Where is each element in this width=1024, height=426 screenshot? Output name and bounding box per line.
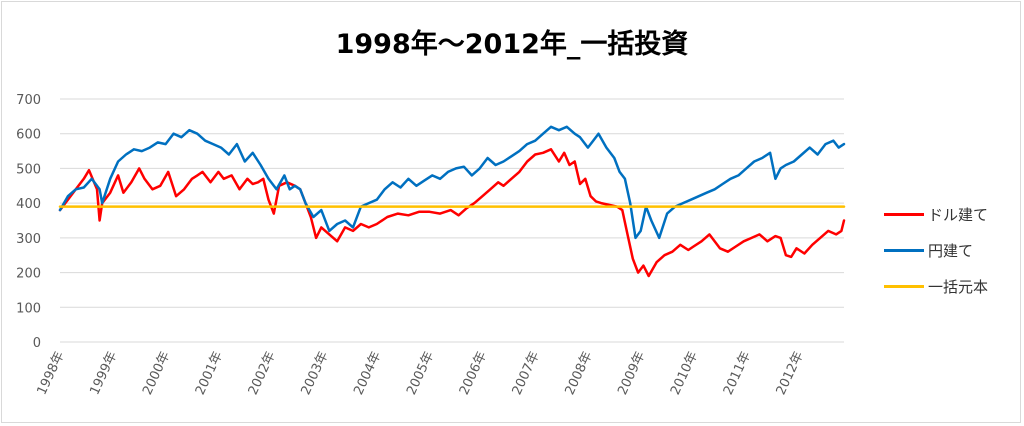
- legend-label-principal: 一括元本: [928, 277, 989, 296]
- y-tick-label: 300: [16, 232, 41, 247]
- x-tick-label: 2007年: [510, 349, 543, 397]
- x-tick-label: 2000年: [140, 349, 173, 397]
- y-tick-label: 700: [16, 93, 41, 108]
- x-tick-label: 2012年: [774, 349, 807, 397]
- legend-swatch-principal: [884, 284, 924, 288]
- series-line-dollar: [58, 148, 846, 278]
- y-tick-label: 400: [16, 197, 41, 212]
- chart-title: 1998年～2012年_一括投資: [335, 29, 689, 60]
- x-tick-label: 2005年: [404, 349, 437, 397]
- x-tick-label: 1998年: [35, 349, 68, 397]
- legend-item-dollar: ドル建て: [884, 204, 988, 224]
- x-tick-label: 2008年: [562, 349, 595, 397]
- x-tick-label: 2003年: [299, 349, 332, 397]
- x-tick-label: 2009年: [615, 349, 648, 397]
- x-tick-label: 2004年: [351, 349, 384, 397]
- x-tick-label: 2010年: [668, 349, 701, 397]
- x-tick-label: 2011年: [721, 349, 754, 397]
- y-tick-label: 200: [16, 267, 41, 282]
- y-tick-label: 0: [33, 336, 41, 351]
- y-tick-label: 100: [16, 301, 41, 316]
- x-tick-label: 1999年: [87, 349, 120, 397]
- x-tick-label: 2002年: [246, 349, 279, 397]
- legend-swatch-dollar: [884, 212, 924, 216]
- x-tick-label: 2001年: [193, 349, 226, 397]
- legend-label-dollar: ドル建て: [928, 205, 989, 224]
- x-tick-label: 2006年: [457, 349, 490, 397]
- legend-item-principal: 一括元本: [884, 276, 988, 296]
- y-tick-label: 500: [16, 162, 41, 177]
- series-line-yen: [58, 125, 846, 240]
- legend-item-yen: 円建て: [884, 240, 973, 260]
- legend-label-yen: 円建て: [928, 241, 974, 260]
- y-tick-label: 600: [16, 128, 41, 143]
- legend-swatch-yen: [884, 248, 924, 252]
